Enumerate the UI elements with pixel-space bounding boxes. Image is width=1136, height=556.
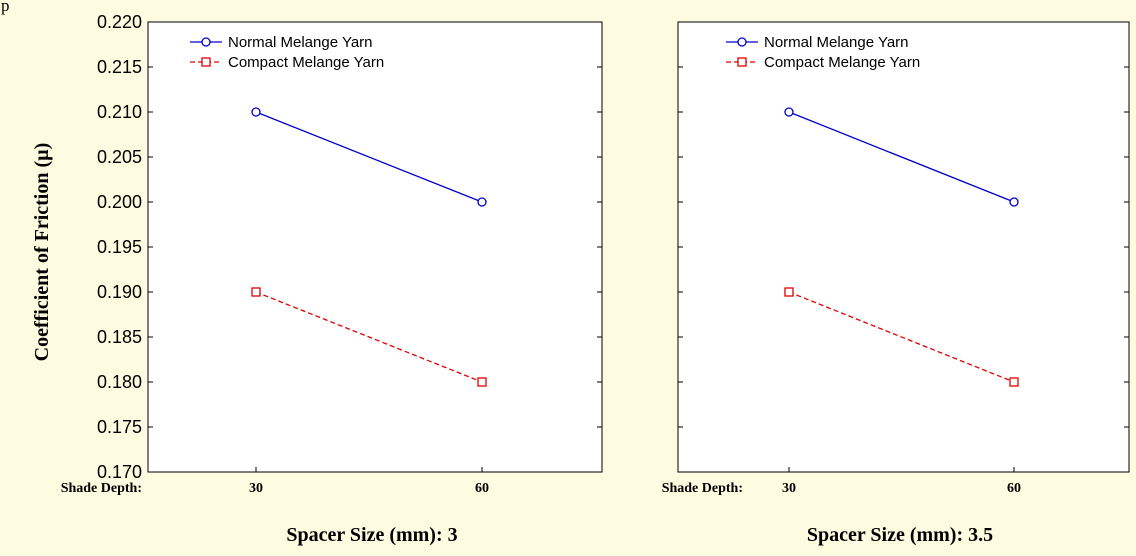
data-point-square (784, 287, 794, 297)
data-point-circle (251, 107, 261, 117)
data-point-square (251, 287, 261, 297)
y-tick-label: 0.190 (97, 282, 142, 302)
series-line-2 (255, 291, 483, 383)
y-tick-label: 0.220 (97, 12, 142, 32)
legend-marker-square (737, 57, 747, 67)
y-tick-label: 0.185 (97, 327, 142, 347)
legend-label: Compact Melange Yarn (228, 54, 384, 71)
y-tick-label: 0.195 (97, 237, 142, 257)
y-tick-label: 0.210 (97, 102, 142, 122)
legend-marker-circle (201, 37, 211, 47)
legend-label: Normal Melange Yarn (228, 34, 373, 51)
data-point-circle (1009, 197, 1019, 207)
x-tick-label: 60 (475, 481, 489, 496)
legend-label: Normal Melange Yarn (764, 34, 909, 51)
y-tick-label: 0.170 (97, 462, 142, 482)
series-line-1 (255, 111, 483, 203)
page-fragment-text: p (1, 0, 10, 15)
series-line-1 (788, 111, 1015, 203)
x-tick-label: 30 (782, 481, 796, 496)
y-axis-label: Coefficient of Friction (µ) (31, 143, 53, 362)
chart-title: Spacer Size (mm): 3.5 (807, 524, 993, 546)
y-tick-label: 0.205 (97, 147, 142, 167)
x-tick-label: 60 (1007, 481, 1021, 496)
y-tick-label: 0.200 (97, 192, 142, 212)
y-tick-label: 0.215 (97, 57, 142, 77)
plots-group: 0.220 0.215 0.210 0.205 0.200 0.195 0.190 0.185… (61, 12, 1130, 546)
data-point-square (1009, 377, 1019, 387)
legend-marker-circle (737, 37, 747, 47)
y-tick-label: 0.175 (97, 417, 142, 437)
x-axis-label: Shade Depth: (662, 481, 743, 496)
plot-area-frame (677, 21, 1130, 473)
legend-marker-square (201, 57, 211, 67)
legend-label: Compact Melange Yarn (764, 54, 920, 71)
series-line-2 (788, 291, 1015, 383)
plot-area-frame (147, 21, 603, 473)
data-point-square (477, 377, 487, 387)
chart-panel-2: 30 60 Shade Depth: Normal Melange Yarn Compa… (662, 21, 1130, 546)
chart-panel-1: 0.220 0.215 0.210 0.205 0.200 0.195 0.190 0.185… (61, 12, 603, 546)
x-axis-label: Shade Depth: (61, 481, 142, 496)
x-tick-label: 30 (249, 481, 263, 496)
y-tick-label: 0.180 (97, 372, 142, 392)
chart-title: Spacer Size (mm): 3 (286, 524, 457, 546)
data-point-circle (784, 107, 794, 117)
data-point-circle (477, 197, 487, 207)
